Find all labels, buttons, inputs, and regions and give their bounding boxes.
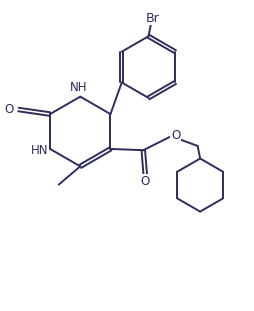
Text: Br: Br <box>145 12 159 25</box>
Text: NH: NH <box>70 81 88 94</box>
Text: HN: HN <box>31 144 48 157</box>
Text: O: O <box>171 128 180 142</box>
Text: O: O <box>141 174 150 188</box>
Text: O: O <box>5 103 14 116</box>
